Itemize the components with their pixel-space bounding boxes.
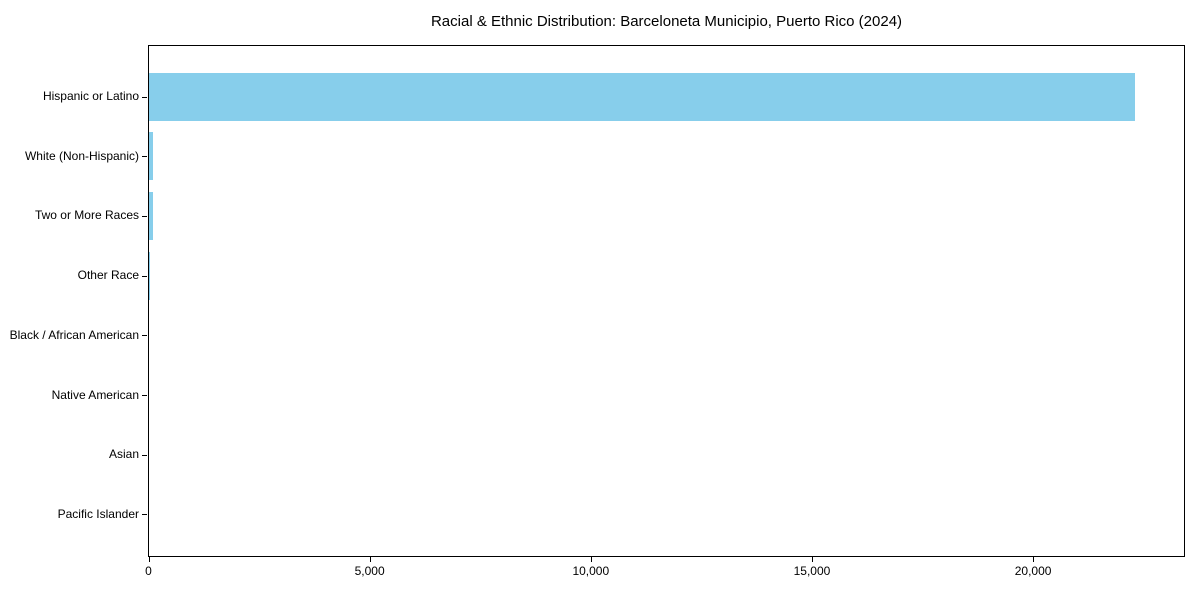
y-tick-mark [142, 96, 147, 98]
y-tick-label: Pacific Islander [57, 506, 139, 521]
x-tick-mark [1033, 557, 1035, 562]
y-tick-label: Hispanic or Latino [42, 89, 139, 103]
bar [149, 72, 1136, 121]
y-tick-label: Other Race [77, 268, 139, 283]
chart-title: Racial & Ethnic Distribution: Barcelonet… [430, 13, 903, 30]
y-tick-mark [142, 275, 147, 277]
x-tick-mark [369, 557, 371, 562]
plot-area [148, 45, 1185, 557]
x-tick-label: 15,000 [793, 564, 831, 578]
y-tick-label: Native American [51, 387, 139, 402]
y-tick-mark [142, 454, 147, 456]
x-tick-label: 20,000 [1014, 564, 1052, 578]
y-tick-label: White (Non-Hispanic) [24, 148, 139, 163]
x-tick-label: 10,000 [572, 564, 610, 578]
y-tick-mark [142, 395, 147, 396]
y-tick-mark [142, 215, 147, 217]
x-tick-mark [811, 557, 813, 562]
x-tick-label: 0 [145, 564, 152, 578]
x-tick-mark [148, 557, 150, 562]
y-tick-label: Two or More Races [34, 208, 139, 223]
y-tick-label: Black / African American [9, 327, 139, 342]
x-tick-mark [590, 557, 592, 562]
bar [149, 251, 150, 300]
y-tick-mark [142, 514, 147, 516]
y-tick-label: Asian [108, 447, 139, 462]
bar [149, 191, 153, 240]
y-tick-mark [142, 156, 147, 158]
x-tick-label: 5,000 [354, 564, 385, 578]
bar [149, 132, 154, 181]
y-tick-mark [142, 335, 147, 337]
